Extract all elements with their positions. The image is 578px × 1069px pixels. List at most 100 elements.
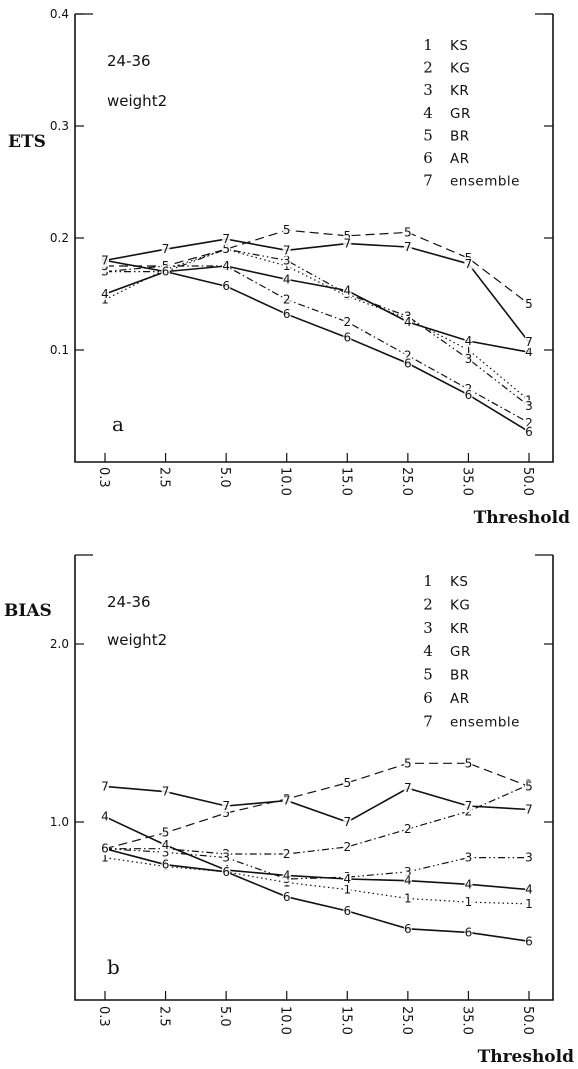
marker-bg [525, 416, 533, 429]
data-point-GR: 4 [343, 872, 351, 886]
data-point-GR: 4 [465, 334, 473, 348]
marker-bg [343, 840, 352, 853]
data-point-AR: 6 [525, 934, 533, 948]
data-point-BR: 5 [222, 806, 230, 820]
x-tick-label: 25.0 [399, 467, 414, 496]
marker-bg [101, 254, 109, 267]
series-line-KS [104, 857, 530, 905]
legend-label: KS [450, 574, 468, 590]
marker-bg [403, 823, 412, 836]
marker-bg [343, 872, 352, 885]
legend-number: 6 [423, 149, 433, 167]
data-point-KS: 1 [465, 895, 473, 909]
marker-bg [222, 260, 231, 272]
marker-bg [161, 858, 170, 871]
data-point-KS: 1 [465, 343, 473, 357]
marker-bg [282, 244, 291, 257]
chart-panel-b: 1.0 2.0 0.3 2.5 5.0 10.0 15.0 25.0 35.0 50.0 BIAS T… [4, 554, 574, 1067]
marker-bg [282, 890, 291, 903]
data-point-ensemble: 7 [162, 785, 170, 799]
series-line-ensemble [104, 238, 530, 343]
marker-bg [525, 425, 533, 438]
data-point-KG: 2 [343, 840, 351, 854]
marker-bg [464, 926, 473, 939]
data-point-GR: 4 [525, 883, 533, 897]
marker-bg [282, 869, 291, 882]
data-point-GR: 4 [404, 315, 412, 329]
marker-bg [343, 883, 352, 896]
data-point-AR: 6 [404, 922, 412, 936]
y-tick-label: 0.2 [50, 231, 69, 245]
data-point-KS: 1 [101, 851, 109, 865]
legend-number: 2 [423, 595, 433, 613]
marker-bg [343, 316, 352, 328]
marker-bg [101, 288, 109, 300]
legend-number: 7 [423, 712, 433, 730]
data-point-ensemble: 7 [465, 257, 473, 271]
data-point-GR: 4 [101, 287, 109, 301]
marker-bg [464, 851, 473, 864]
marker-bg [343, 229, 352, 242]
data-point-ensemble: 7 [283, 794, 291, 808]
data-point-GR: 4 [222, 259, 230, 273]
data-point-KS: 1 [343, 883, 351, 897]
marker-bg [161, 846, 170, 859]
data-point-ensemble: 7 [101, 253, 109, 267]
marker-bg [464, 896, 473, 909]
panel-letter: a [112, 412, 124, 436]
x-tick-label: 2.5 [157, 467, 172, 488]
marker-bg [101, 851, 109, 864]
marker-bg [161, 839, 170, 852]
data-point-KG: 2 [343, 315, 351, 329]
data-point-GR: 4 [283, 272, 291, 286]
data-point-ensemble: 7 [222, 799, 230, 813]
marker-bg [403, 874, 412, 887]
marker-bg [525, 935, 533, 948]
x-tick-label: 15.0 [338, 467, 353, 496]
data-point-ensemble: 7 [525, 335, 533, 349]
marker-bg [343, 776, 352, 789]
marker-bg [403, 316, 412, 328]
data-point-AR: 6 [465, 388, 473, 402]
data-point-KR: 3 [283, 253, 291, 267]
marker-bg [403, 240, 412, 253]
marker-bg [343, 237, 352, 250]
marker-bg [403, 226, 412, 239]
data-point-AR: 6 [465, 925, 473, 939]
data-point-GR: 4 [343, 284, 351, 298]
legend-number: 3 [423, 81, 433, 99]
legend-number: 1 [423, 36, 433, 54]
marker-bg [222, 280, 231, 293]
weight-annotation: weight2 [107, 92, 167, 110]
axes-frame [74, 555, 554, 1001]
marker-bg [282, 794, 291, 807]
data-point-ensemble: 7 [404, 240, 412, 254]
marker-bg [101, 842, 109, 855]
marker-bg [282, 848, 291, 861]
legend-number: 6 [423, 689, 433, 707]
marker-bg [464, 388, 473, 401]
marker-bg [525, 400, 533, 412]
data-point-ensemble: 7 [404, 781, 412, 795]
data-point-ensemble: 7 [222, 232, 230, 246]
marker-bg [222, 233, 231, 246]
data-point-AR: 6 [283, 307, 291, 321]
data-point-KR: 3 [222, 851, 230, 865]
data-point-KR: 3 [525, 399, 533, 413]
marker-bg [343, 284, 352, 297]
data-point-KG: 2 [404, 349, 412, 363]
data-point-KR: 3 [404, 865, 412, 879]
marker-bg [161, 826, 170, 839]
data-point-BR: 5 [465, 756, 473, 770]
y-axis-label: BIAS [4, 601, 52, 621]
data-point-GR: 4 [283, 868, 291, 882]
data-point-ensemble: 7 [101, 779, 109, 793]
marker-bg [403, 757, 412, 770]
data-point-BR: 5 [525, 779, 533, 793]
x-tick-label: 35.0 [459, 1006, 474, 1035]
data-point-ensemble: 7 [343, 237, 351, 251]
legend-label: GR [450, 106, 471, 122]
marker-bg [282, 308, 291, 321]
marker-bg [464, 878, 473, 891]
